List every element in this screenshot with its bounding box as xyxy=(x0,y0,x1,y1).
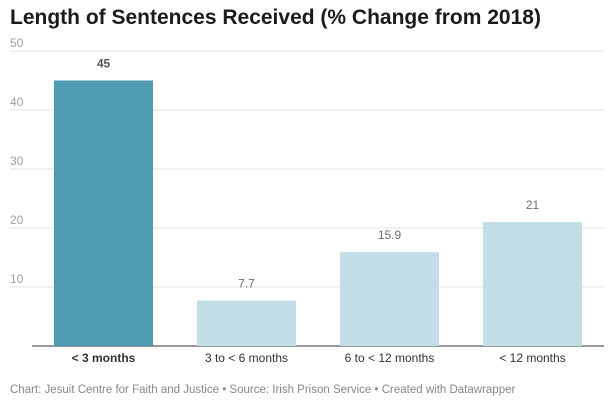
y-tick-label-50: 50 xyxy=(10,36,24,50)
category-labels: < 3 months 3 to < 6 months 6 to < 12 month… xyxy=(72,351,566,365)
bar-2 xyxy=(340,252,439,346)
category-label-3: < 12 months xyxy=(499,351,565,365)
bar-0 xyxy=(54,80,153,346)
chart-footer: Chart: Jesuit Centre for Faith and Justi… xyxy=(10,384,516,396)
bars xyxy=(54,80,582,346)
value-label-3: 21 xyxy=(526,198,540,212)
category-label-2: 6 to < 12 months xyxy=(345,351,435,365)
value-label-1: 7.7 xyxy=(238,277,255,291)
category-label-1: 3 to < 6 months xyxy=(205,351,288,365)
y-tick-label-10: 10 xyxy=(10,272,24,286)
chart-title: Length of Sentences Received (% Change f… xyxy=(10,6,541,29)
bar-3 xyxy=(483,222,582,346)
y-tick-label-20: 20 xyxy=(10,213,24,227)
value-label-0: 45 xyxy=(97,57,111,71)
bar-1 xyxy=(197,300,296,346)
y-axis-ticks: 10 20 30 40 50 xyxy=(10,36,24,286)
y-tick-label-40: 40 xyxy=(10,95,24,109)
value-label-2: 15.9 xyxy=(378,228,402,242)
y-tick-label-30: 30 xyxy=(10,154,24,168)
category-label-0: < 3 months xyxy=(72,351,136,365)
value-labels: 45 7.7 15.9 21 xyxy=(97,57,540,291)
